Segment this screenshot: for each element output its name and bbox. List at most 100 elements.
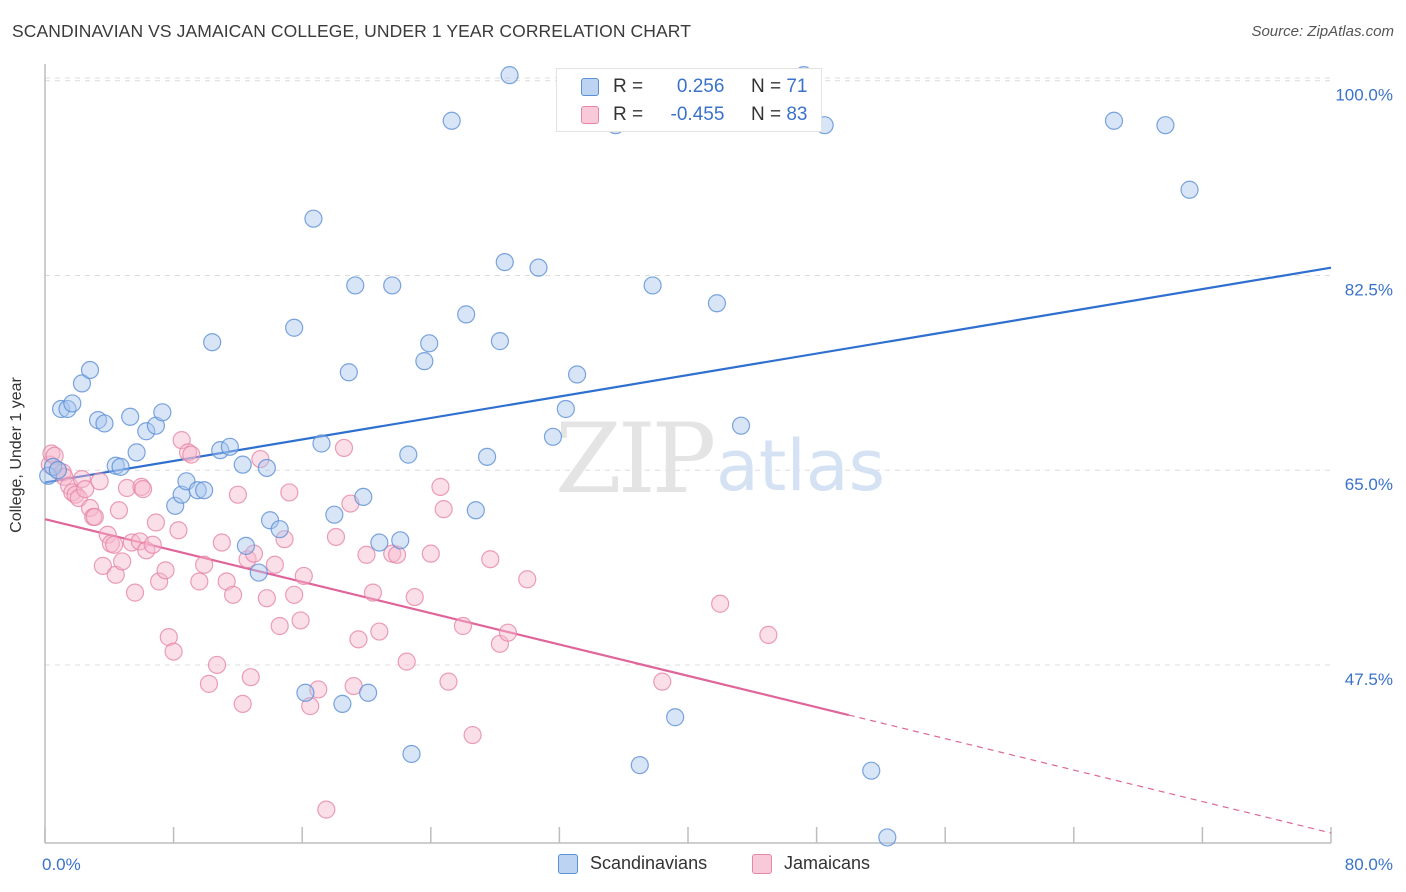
point-jamaican bbox=[133, 480, 153, 499]
point-scandinavian bbox=[296, 683, 315, 702]
watermark: ZIP atlas bbox=[555, 403, 885, 515]
watermark-atlas: atlas bbox=[716, 425, 885, 507]
point-jamaican bbox=[301, 697, 320, 716]
point-jamaican bbox=[113, 552, 132, 571]
point-jamaican bbox=[275, 530, 294, 549]
data-points bbox=[39, 66, 1199, 847]
point-jamaican bbox=[294, 566, 313, 586]
point-scandinavian bbox=[370, 533, 389, 552]
point-jamaican bbox=[93, 556, 112, 575]
grid-lines bbox=[45, 77, 1331, 666]
axes bbox=[44, 64, 1332, 844]
point-jamaican bbox=[76, 480, 95, 499]
point-jamaican bbox=[326, 527, 346, 547]
point-jamaican bbox=[105, 535, 124, 554]
point-jamaican bbox=[207, 655, 227, 675]
point-scandinavian bbox=[63, 394, 82, 413]
point-scandinavian bbox=[233, 455, 252, 474]
point-jamaican bbox=[164, 642, 183, 661]
legend-swatch-jamaicans bbox=[752, 854, 772, 874]
point-jamaican bbox=[251, 449, 270, 469]
point-jamaican bbox=[182, 445, 201, 464]
point-jamaican bbox=[363, 583, 383, 602]
series-legend: Scandinavians Jamaicans bbox=[0, 851, 1406, 877]
y-tick-label: 47.5% bbox=[1345, 670, 1393, 689]
point-scandinavian bbox=[391, 531, 410, 550]
point-scandinavian bbox=[466, 501, 485, 520]
chart-title: SCANDINAVIAN VS JAMAICAN COLLEGE, UNDER … bbox=[12, 21, 691, 41]
point-scandinavian bbox=[95, 414, 114, 433]
point-scandinavian bbox=[285, 318, 304, 337]
point-scandinavian bbox=[529, 258, 548, 277]
point-jamaican bbox=[387, 545, 407, 564]
point-scandinavian bbox=[643, 276, 662, 295]
point-jamaican bbox=[241, 668, 260, 687]
point-jamaican bbox=[190, 572, 209, 591]
point-scandinavian bbox=[80, 360, 100, 380]
point-jamaican bbox=[109, 501, 129, 520]
point-scandinavian bbox=[862, 761, 881, 780]
point-scandinavian bbox=[477, 447, 497, 466]
point-jamaican bbox=[481, 550, 500, 569]
point-jamaican bbox=[453, 616, 473, 636]
point-jamaican bbox=[439, 672, 458, 691]
point-scandinavian bbox=[500, 66, 519, 85]
point-jamaican bbox=[42, 444, 61, 463]
point-jamaican bbox=[143, 535, 162, 554]
point-jamaican bbox=[280, 483, 299, 502]
point-scandinavian bbox=[166, 496, 185, 515]
point-jamaican bbox=[405, 587, 424, 607]
point-jamaican bbox=[349, 630, 368, 649]
point-scandinavian bbox=[630, 755, 649, 775]
point-scandinavian bbox=[346, 276, 365, 295]
point-scandinavian bbox=[270, 520, 289, 539]
y-axis-label: College, Under 1 year bbox=[8, 377, 25, 533]
point-jamaican bbox=[421, 544, 440, 563]
point-jamaican bbox=[291, 611, 310, 630]
point-scandinavian bbox=[383, 276, 402, 295]
point-jamaican bbox=[72, 469, 92, 489]
point-scandinavian bbox=[188, 481, 207, 500]
legend-label-scandinavians: Scandinavians bbox=[590, 853, 708, 873]
legend-row-jamaicans: R = -0.455 N = 83 bbox=[557, 101, 821, 129]
point-scandinavian bbox=[249, 563, 268, 582]
legend-stats-scandinavians: R = 0.256 N = 71 bbox=[613, 76, 808, 97]
point-scandinavian bbox=[304, 209, 323, 228]
point-jamaican bbox=[178, 443, 198, 462]
correlation-legend: R = 0.256 N = 71 R = -0.455 N = 83 bbox=[556, 68, 822, 132]
point-jamaican bbox=[498, 623, 518, 642]
point-jamaican bbox=[265, 555, 284, 574]
legend-label-jamaicans: Jamaicans bbox=[784, 853, 871, 873]
point-scandinavian bbox=[220, 437, 239, 456]
point-scandinavian bbox=[1104, 111, 1124, 130]
point-jamaican bbox=[397, 652, 416, 671]
point-scandinavian bbox=[415, 352, 434, 371]
point-scandinavian bbox=[567, 365, 587, 384]
legend-swatch-blue bbox=[581, 78, 599, 96]
point-scandinavian bbox=[333, 694, 352, 713]
point-jamaican bbox=[159, 628, 178, 647]
point-jamaican bbox=[199, 674, 219, 693]
point-jamaican bbox=[195, 555, 214, 574]
x-tick-label: 80.0% bbox=[1345, 855, 1393, 874]
point-scandinavian bbox=[402, 744, 421, 764]
point-jamaican bbox=[270, 616, 289, 636]
point-jamaican bbox=[169, 521, 188, 540]
point-jamaican bbox=[146, 513, 166, 532]
tick-labels: 47.5% 65.0% 82.5% 100.0% 0.0% 80.0% bbox=[42, 86, 1393, 874]
legend-row-scandinavians: R = 0.256 N = 71 bbox=[557, 73, 821, 101]
point-scandinavian bbox=[39, 466, 58, 485]
point-jamaican bbox=[370, 622, 389, 641]
point-scandinavian bbox=[339, 363, 358, 382]
point-scandinavian bbox=[1156, 116, 1175, 135]
point-scandinavian bbox=[312, 434, 331, 453]
point-jamaican bbox=[357, 545, 376, 564]
point-scandinavian bbox=[457, 305, 476, 324]
trend-lines bbox=[44, 266, 1332, 834]
point-scandinavian bbox=[257, 458, 276, 478]
point-jamaican bbox=[431, 477, 450, 496]
point-scandinavian bbox=[51, 399, 71, 419]
point-scandinavian bbox=[153, 403, 172, 422]
y-tick-label: 65.0% bbox=[1345, 475, 1393, 494]
